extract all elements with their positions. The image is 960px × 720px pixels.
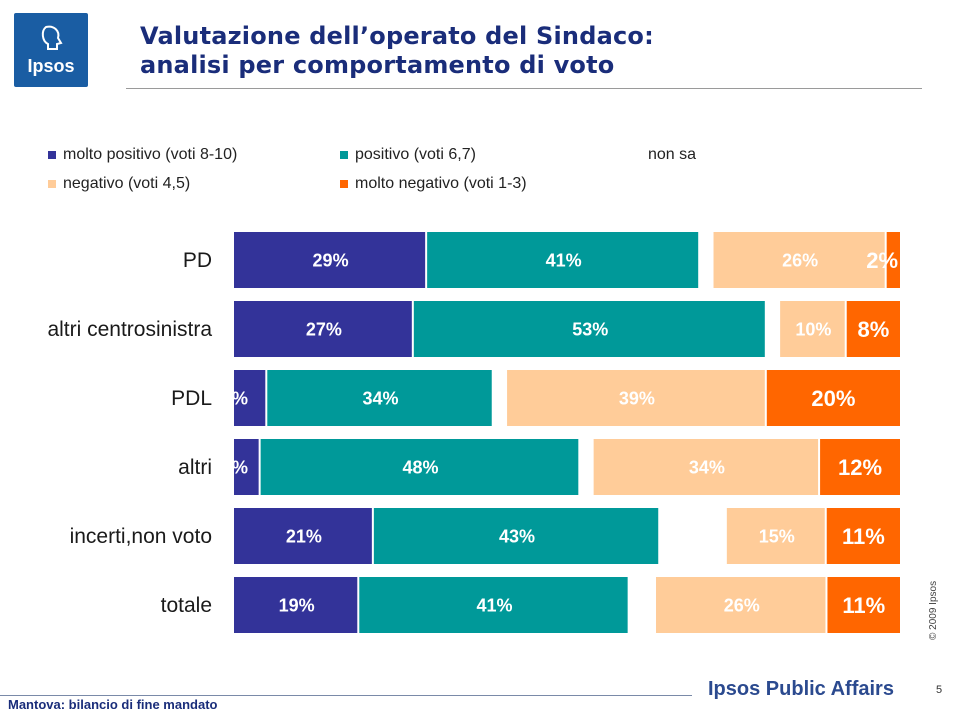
bar-segment xyxy=(427,232,699,288)
legend-label: negativo (voti 4,5) xyxy=(63,175,191,192)
category-label: PDL xyxy=(171,387,212,410)
data-label: 27% xyxy=(306,319,342,339)
legend-item-positivo: positivo (voti 6,7) xyxy=(340,146,476,164)
data-label: 53% xyxy=(572,319,608,339)
ipsos-logo: Ipsos xyxy=(14,13,88,87)
data-label: 5% xyxy=(222,388,248,408)
legend-label: positivo (voti 6,7) xyxy=(355,146,476,163)
data-label: 11% xyxy=(842,524,885,549)
title-line-1: Valutazione dell’operato del Sindaco: xyxy=(140,22,654,50)
bar-segment xyxy=(234,232,426,288)
data-label: 26% xyxy=(782,250,818,270)
bar-segment xyxy=(234,439,259,495)
page-title: Valutazione dell’operato del Sindaco: an… xyxy=(140,22,654,80)
bar-segment xyxy=(846,301,900,357)
data-label: 41% xyxy=(546,250,582,270)
bar-segment xyxy=(713,232,885,288)
bar-segment xyxy=(234,577,358,633)
copyright-note: © 2009 Ipsos xyxy=(928,580,939,640)
bar-segment xyxy=(700,232,712,288)
data-label: 34% xyxy=(689,457,725,477)
data-label: 20% xyxy=(811,386,855,411)
title-line-2: analisi per comportamento di voto xyxy=(140,51,615,79)
data-label: 41% xyxy=(476,595,512,615)
category-label: totale xyxy=(161,594,212,617)
legend-swatch xyxy=(633,150,641,159)
data-label: 2% xyxy=(866,248,898,273)
data-label: 26% xyxy=(724,595,760,615)
bar-segment xyxy=(234,508,372,564)
bar-segment xyxy=(820,439,900,495)
bar-segment xyxy=(766,370,900,426)
bar-segment xyxy=(234,370,266,426)
bar-segment xyxy=(726,508,825,564)
data-label: 15% xyxy=(759,526,795,546)
page-number: 5 xyxy=(936,684,943,696)
legend-label: non sa xyxy=(648,146,697,163)
bar-segment xyxy=(766,301,779,357)
legend-swatch xyxy=(48,150,56,159)
logo-text: Ipsos xyxy=(27,56,75,76)
bar-segment xyxy=(827,577,900,633)
footer-caption: Mantova: bilancio di fine mandato xyxy=(8,697,218,712)
legend-swatch xyxy=(340,150,348,159)
data-label: 12% xyxy=(838,455,882,480)
category-label: PD xyxy=(183,249,212,272)
bar-segment xyxy=(373,508,659,564)
bar-segment xyxy=(267,370,492,426)
bar-segment xyxy=(660,508,725,564)
category-label: altri centrosinistra xyxy=(47,318,212,341)
data-label: 8% xyxy=(857,317,889,342)
data-label: 10% xyxy=(795,319,831,339)
category-label: altri xyxy=(178,456,212,479)
bar-segment xyxy=(413,301,765,357)
bar-segment xyxy=(780,301,845,357)
legend-swatch xyxy=(340,179,348,188)
data-label: 43% xyxy=(499,526,535,546)
bar-segment xyxy=(359,577,628,633)
logo-head-icon xyxy=(41,25,63,50)
category-label: incerti,non voto xyxy=(70,525,212,548)
footer-brand: Ipsos Public Affairs xyxy=(708,678,894,700)
bar-segment xyxy=(234,301,412,357)
legend-item-molto-negativo: molto negativo (voti 1-3) xyxy=(340,175,527,193)
bar-segment xyxy=(886,232,900,288)
bar-segment xyxy=(593,439,819,495)
legend-item-non-sa: non sa xyxy=(633,146,696,164)
data-label: 48% xyxy=(402,457,438,477)
title-divider xyxy=(126,88,922,89)
bar-segment xyxy=(629,577,655,633)
footer-divider xyxy=(0,695,692,696)
bar-segment xyxy=(580,439,592,495)
data-label: 39% xyxy=(619,388,655,408)
bar-segment xyxy=(656,577,826,633)
legend-label: molto negativo (voti 1-3) xyxy=(355,175,527,192)
legend-label: molto positivo (voti 8-10) xyxy=(63,146,238,163)
data-label: 21% xyxy=(286,526,322,546)
data-label: 19% xyxy=(279,595,315,615)
data-label: 4% xyxy=(222,457,248,477)
legend-item-negativo: negativo (voti 4,5) xyxy=(48,175,190,193)
bar-segment xyxy=(493,370,506,426)
data-label: 29% xyxy=(313,250,349,270)
legend-item-molto-positivo: molto positivo (voti 8-10) xyxy=(48,146,237,164)
bar-segment xyxy=(507,370,765,426)
legend-swatch xyxy=(48,179,56,188)
bar-segment xyxy=(260,439,579,495)
bar-segment xyxy=(826,508,900,564)
data-label: 11% xyxy=(842,593,885,618)
data-label: 34% xyxy=(363,388,399,408)
